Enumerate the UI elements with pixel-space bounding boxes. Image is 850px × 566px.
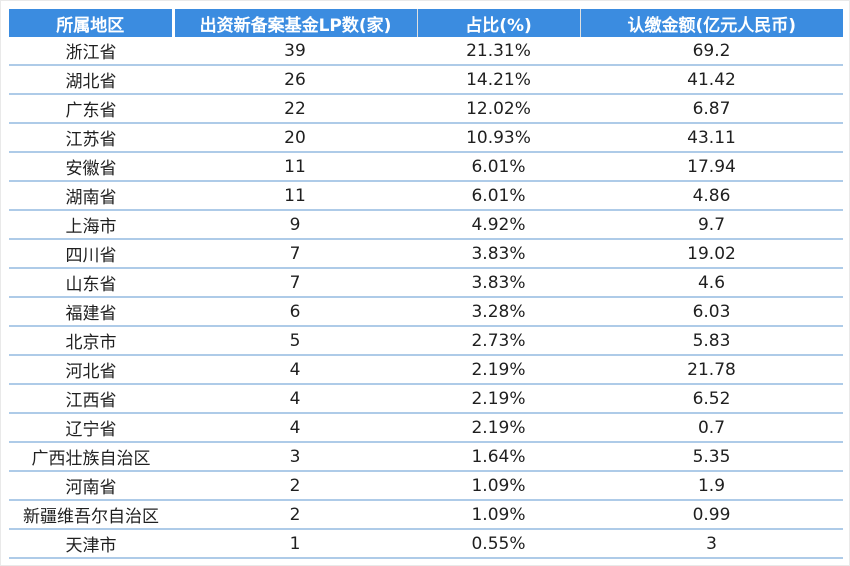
lp-count-cell: 2 bbox=[173, 471, 417, 501]
share-cell: 10.93% bbox=[417, 123, 580, 153]
lp-count-cell: 7 bbox=[173, 239, 417, 269]
lp-count-cell: 1 bbox=[173, 529, 417, 559]
amount-cell: 6.52 bbox=[580, 384, 843, 414]
table-row: 四川省 7 3.83% 19.02 bbox=[9, 239, 843, 269]
region-cell: 湖北省 bbox=[9, 65, 173, 95]
region-cell: 河南省 bbox=[9, 471, 173, 501]
amount-cell: 4.86 bbox=[580, 181, 843, 211]
lp-count-cell: 22 bbox=[173, 94, 417, 124]
lp-count-cell: 11 bbox=[173, 152, 417, 182]
table-row: 天津市 1 0.55% 3 bbox=[9, 529, 843, 559]
table-row: 江苏省 20 10.93% 43.11 bbox=[9, 123, 843, 153]
region-cell: 北京市 bbox=[9, 326, 173, 356]
lp-region-table-container: 所属地区 出资新备案基金LP数(家) 占比(%) 认缴金额(亿元人民币) 浙江省… bbox=[9, 9, 843, 559]
share-cell: 12.02% bbox=[417, 94, 580, 124]
share-cell: 0.55% bbox=[417, 529, 580, 559]
amount-cell: 5.83 bbox=[580, 326, 843, 356]
lp-count-cell: 20 bbox=[173, 123, 417, 153]
region-cell: 新疆维吾尔自治区 bbox=[9, 500, 173, 530]
table-row: 安徽省 11 6.01% 17.94 bbox=[9, 152, 843, 182]
lp-count-cell: 39 bbox=[173, 37, 417, 66]
share-cell: 6.01% bbox=[417, 152, 580, 182]
table-row: 江西省 4 2.19% 6.52 bbox=[9, 384, 843, 414]
column-header-lp-count: 出资新备案基金LP数(家) bbox=[171, 9, 417, 37]
table-row: 山东省 7 3.83% 4.6 bbox=[9, 268, 843, 298]
share-cell: 1.09% bbox=[417, 500, 580, 530]
amount-cell: 19.02 bbox=[580, 239, 843, 269]
table-row: 湖北省 26 14.21% 41.42 bbox=[9, 65, 843, 95]
amount-cell: 5.35 bbox=[580, 442, 843, 472]
region-cell: 江西省 bbox=[9, 384, 173, 414]
amount-cell: 6.87 bbox=[580, 94, 843, 124]
table-body: 浙江省 39 21.31% 69.2 湖北省 26 14.21% 41.42 广… bbox=[9, 37, 843, 559]
share-cell: 6.01% bbox=[417, 181, 580, 211]
table-row: 上海市 9 4.92% 9.7 bbox=[9, 210, 843, 240]
table-row: 广东省 22 12.02% 6.87 bbox=[9, 94, 843, 124]
region-cell: 天津市 bbox=[9, 529, 173, 559]
amount-cell: 43.11 bbox=[580, 123, 843, 153]
amount-cell: 1.9 bbox=[580, 471, 843, 501]
column-header-share: 占比(%) bbox=[416, 9, 580, 37]
share-cell: 21.31% bbox=[417, 37, 580, 66]
table-row: 辽宁省 4 2.19% 0.7 bbox=[9, 413, 843, 443]
column-header-region: 所属地区 bbox=[9, 9, 173, 37]
lp-count-cell: 4 bbox=[173, 384, 417, 414]
header-row: 所属地区 出资新备案基金LP数(家) 占比(%) 认缴金额(亿元人民币) bbox=[9, 9, 843, 37]
amount-cell: 6.03 bbox=[580, 297, 843, 327]
share-cell: 1.64% bbox=[417, 442, 580, 472]
share-cell: 14.21% bbox=[417, 65, 580, 95]
region-cell: 浙江省 bbox=[9, 37, 173, 66]
lp-region-table: 所属地区 出资新备案基金LP数(家) 占比(%) 认缴金额(亿元人民币) 浙江省… bbox=[9, 9, 843, 559]
table-row: 河南省 2 1.09% 1.9 bbox=[9, 471, 843, 501]
share-cell: 2.19% bbox=[417, 355, 580, 385]
table-row: 广西壮族自治区 3 1.64% 5.35 bbox=[9, 442, 843, 472]
amount-cell: 4.6 bbox=[580, 268, 843, 298]
lp-count-cell: 6 bbox=[173, 297, 417, 327]
lp-count-cell: 4 bbox=[173, 413, 417, 443]
lp-count-cell: 7 bbox=[173, 268, 417, 298]
lp-count-cell: 11 bbox=[173, 181, 417, 211]
lp-count-cell: 4 bbox=[173, 355, 417, 385]
region-cell: 湖南省 bbox=[9, 181, 173, 211]
amount-cell: 69.2 bbox=[580, 37, 843, 66]
lp-count-cell: 3 bbox=[173, 442, 417, 472]
region-cell: 广东省 bbox=[9, 94, 173, 124]
region-cell: 广西壮族自治区 bbox=[9, 442, 173, 472]
share-cell: 2.19% bbox=[417, 413, 580, 443]
amount-cell: 0.99 bbox=[580, 500, 843, 530]
table-row: 河北省 4 2.19% 21.78 bbox=[9, 355, 843, 385]
region-cell: 四川省 bbox=[9, 239, 173, 269]
region-cell: 江苏省 bbox=[9, 123, 173, 153]
share-cell: 3.28% bbox=[417, 297, 580, 327]
share-cell: 3.83% bbox=[417, 239, 580, 269]
share-cell: 2.19% bbox=[417, 384, 580, 414]
region-cell: 山东省 bbox=[9, 268, 173, 298]
region-cell: 上海市 bbox=[9, 210, 173, 240]
lp-count-cell: 2 bbox=[173, 500, 417, 530]
table-row: 浙江省 39 21.31% 69.2 bbox=[9, 37, 843, 66]
region-cell: 福建省 bbox=[9, 297, 173, 327]
table-row: 福建省 6 3.28% 6.03 bbox=[9, 297, 843, 327]
lp-count-cell: 26 bbox=[173, 65, 417, 95]
column-header-amount: 认缴金额(亿元人民币) bbox=[579, 9, 843, 37]
share-cell: 1.09% bbox=[417, 471, 580, 501]
amount-cell: 3 bbox=[580, 529, 843, 559]
amount-cell: 0.7 bbox=[580, 413, 843, 443]
lp-count-cell: 9 bbox=[173, 210, 417, 240]
table-row: 北京市 5 2.73% 5.83 bbox=[9, 326, 843, 356]
amount-cell: 17.94 bbox=[580, 152, 843, 182]
table-header: 所属地区 出资新备案基金LP数(家) 占比(%) 认缴金额(亿元人民币) bbox=[9, 9, 843, 37]
amount-cell: 21.78 bbox=[580, 355, 843, 385]
table-row: 湖南省 11 6.01% 4.86 bbox=[9, 181, 843, 211]
region-cell: 安徽省 bbox=[9, 152, 173, 182]
region-cell: 河北省 bbox=[9, 355, 173, 385]
share-cell: 2.73% bbox=[417, 326, 580, 356]
region-cell: 辽宁省 bbox=[9, 413, 173, 443]
share-cell: 4.92% bbox=[417, 210, 580, 240]
table-row: 新疆维吾尔自治区 2 1.09% 0.99 bbox=[9, 500, 843, 530]
share-cell: 3.83% bbox=[417, 268, 580, 298]
amount-cell: 9.7 bbox=[580, 210, 843, 240]
amount-cell: 41.42 bbox=[580, 65, 843, 95]
lp-count-cell: 5 bbox=[173, 326, 417, 356]
